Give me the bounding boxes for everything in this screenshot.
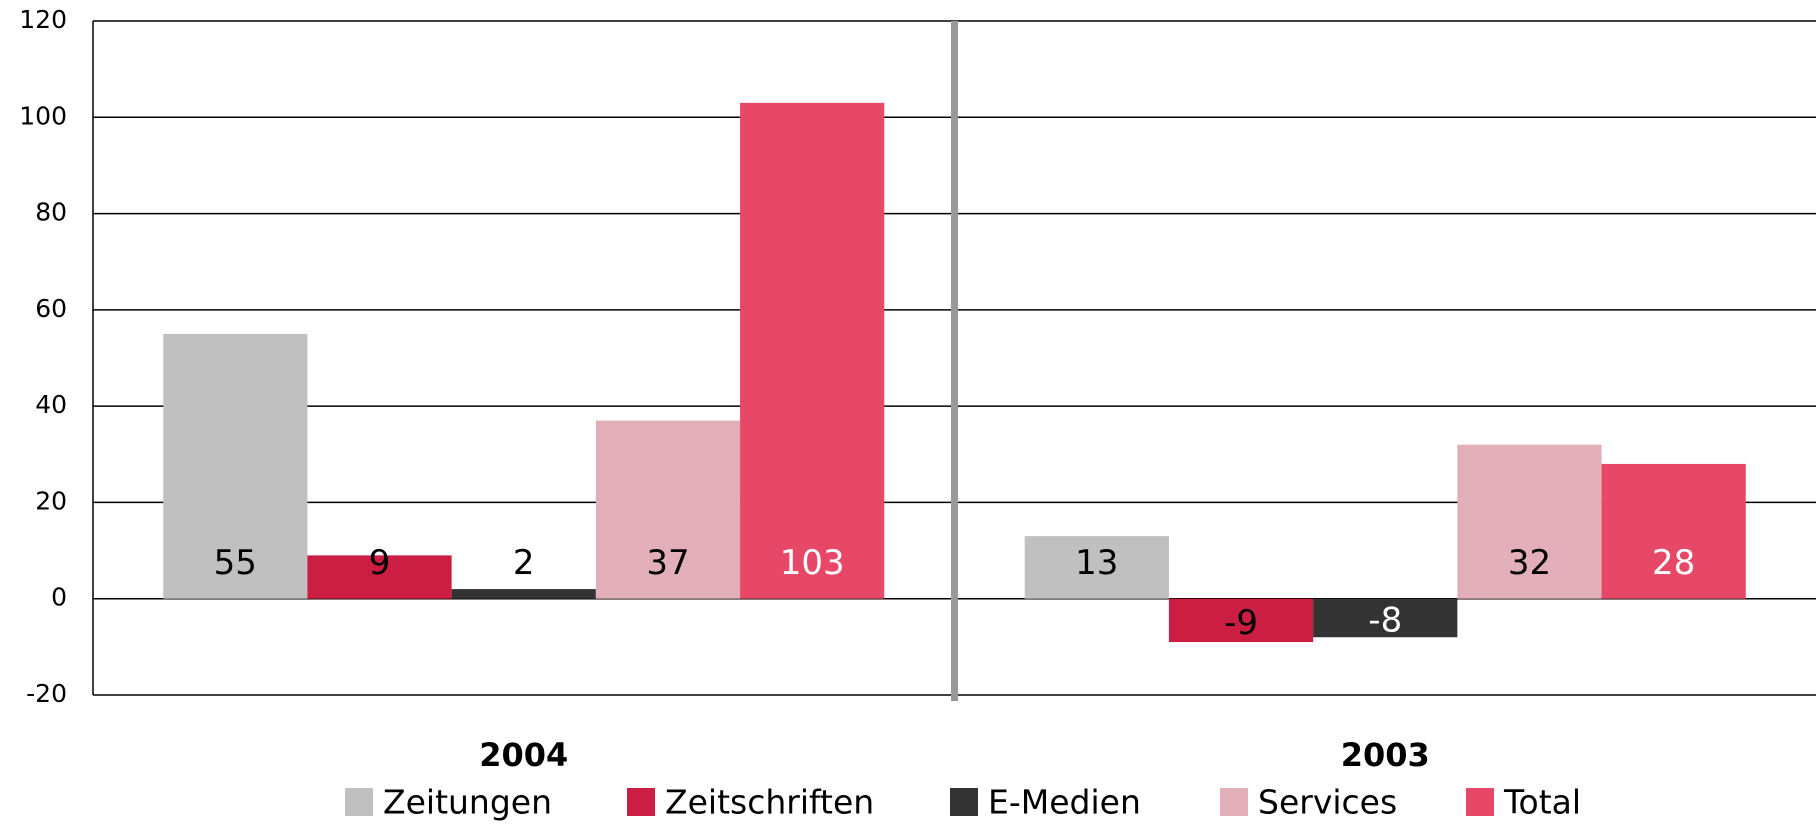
value-label: -9 (1224, 603, 1258, 643)
value-label: 55 (214, 543, 257, 583)
legend-label: Total (1503, 783, 1581, 822)
value-label: 103 (780, 543, 845, 583)
x-tick-label: 2004 (479, 736, 568, 774)
bar (1168, 598, 1314, 643)
y-tick-label: 120 (19, 5, 67, 34)
legend-swatch (627, 788, 655, 816)
bar (1457, 444, 1602, 599)
legend-swatch (1220, 788, 1248, 816)
value-label: 13 (1075, 543, 1118, 583)
value-label: 2 (513, 543, 535, 583)
y-tick-label: 100 (19, 101, 67, 130)
bar (1601, 463, 1746, 599)
y-tick-label: 20 (35, 486, 67, 515)
legend-swatch (950, 788, 978, 816)
legend-label: Services (1258, 783, 1397, 822)
bar (1024, 536, 1169, 599)
legend-label: E-Medien (988, 783, 1141, 822)
bar (595, 420, 741, 599)
bar (307, 555, 452, 599)
y-tick-label: 60 (35, 294, 67, 323)
y-tick-label: 80 (35, 198, 67, 227)
legend-swatch (345, 788, 373, 816)
value-label: -8 (1368, 600, 1402, 640)
legend-label: Zeitungen (383, 783, 552, 822)
bar (1313, 598, 1458, 638)
legend-swatch (1466, 788, 1494, 816)
value-label: 37 (646, 543, 689, 583)
legend-label: Zeitschriften (665, 783, 874, 822)
value-label: 32 (1508, 543, 1551, 583)
bar (163, 333, 308, 599)
value-label: 9 (369, 543, 391, 583)
bar (740, 102, 885, 599)
y-tick-label: -20 (26, 679, 67, 708)
y-tick-label: 0 (51, 583, 67, 612)
value-label: 28 (1652, 543, 1695, 583)
y-tick-label: 40 (35, 390, 67, 419)
bar (451, 589, 596, 599)
x-tick-label: 2003 (1341, 736, 1430, 774)
